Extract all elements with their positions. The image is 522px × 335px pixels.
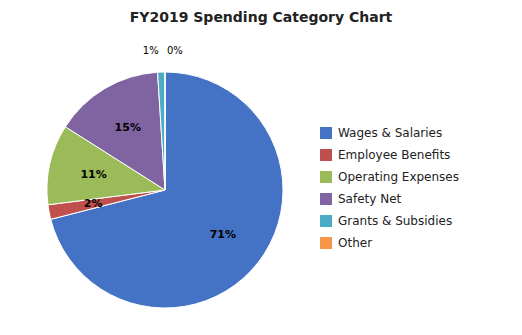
data-label: 1% <box>143 45 159 56</box>
pie-slice <box>65 72 165 190</box>
legend-item: Wages & Salaries <box>320 126 442 140</box>
legend-label: Operating Expenses <box>338 170 459 184</box>
legend-item: Grants & Subsidies <box>320 214 452 228</box>
data-label: 0% <box>167 45 183 56</box>
pie <box>47 72 283 308</box>
legend-swatch <box>320 193 332 205</box>
legend-swatch <box>320 171 332 183</box>
data-label: 15% <box>115 121 141 134</box>
legend-item: Operating Expenses <box>320 170 459 184</box>
data-label: 2% <box>84 197 103 210</box>
legend-item: Safety Net <box>320 192 402 206</box>
legend-item: Other <box>320 236 372 250</box>
data-label: 11% <box>80 168 106 181</box>
legend-swatch <box>320 215 332 227</box>
pie-slice <box>158 72 165 190</box>
pie-slice <box>165 72 166 190</box>
title: FY2019 Spending Category Chart <box>130 9 393 25</box>
legend: Wages & Salaries Employee Benefits Operati… <box>320 126 459 250</box>
chart: FY2019 Spending Category Chart 71% 2% 11% 15… <box>0 0 522 335</box>
legend-label: Employee Benefits <box>338 148 450 162</box>
legend-label: Wages & Salaries <box>338 126 442 140</box>
legend-swatch <box>320 127 332 139</box>
data-labels: 71% 2% 11% 15% 1% 0% <box>80 45 236 241</box>
legend-swatch <box>320 237 332 249</box>
legend-item: Employee Benefits <box>320 148 450 162</box>
legend-label: Other <box>338 236 372 250</box>
legend-label: Safety Net <box>338 192 402 206</box>
legend-label: Grants & Subsidies <box>338 214 452 228</box>
data-label: 71% <box>210 228 236 241</box>
legend-swatch <box>320 149 332 161</box>
